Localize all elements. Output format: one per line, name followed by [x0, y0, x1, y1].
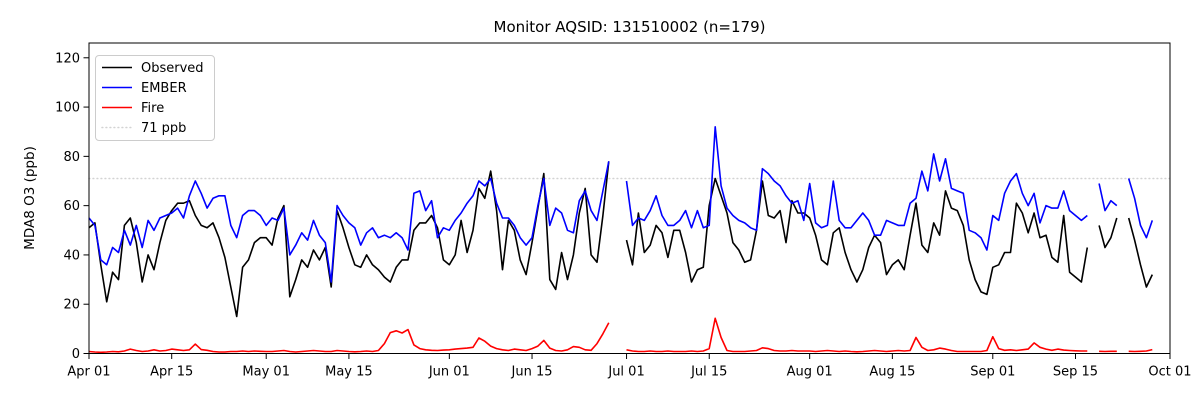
x-tick-label: Sep 15	[1053, 365, 1098, 380]
legend-label: Fire	[141, 101, 164, 116]
x-tick-label: Jul 01	[607, 365, 644, 380]
y-tick-label: 60	[63, 199, 80, 214]
y-tick-label: 40	[63, 248, 80, 263]
x-tick-label: May 01	[242, 365, 290, 380]
x-tick-label: Jul 15	[690, 365, 727, 380]
y-tick-label: 80	[63, 150, 80, 165]
x-tick-label: Oct 01	[1148, 365, 1191, 380]
legend-label: Observed	[141, 61, 204, 76]
y-tick-label: 20	[63, 298, 80, 313]
legend: Observed EMBER Fire 71 ppb	[96, 56, 215, 141]
x-tick-label: Sep 01	[970, 365, 1015, 380]
y-tick-label: 120	[55, 51, 80, 66]
legend-label: EMBER	[141, 81, 187, 96]
y-tick-label: 0	[72, 347, 80, 362]
x-tick-label: Aug 01	[787, 365, 833, 380]
y-axis-label: MDA8 O3 (ppb)	[22, 146, 38, 250]
x-tick-label: Aug 15	[869, 365, 915, 380]
x-tick-label: Apr 01	[67, 365, 110, 380]
x-tick-label: Jun 01	[428, 365, 470, 380]
legend-label: 71 ppb	[141, 121, 186, 136]
x-tick-label: Jun 15	[511, 365, 553, 380]
chart-title: Monitor AQSID: 131510002 (n=179)	[494, 18, 766, 36]
y-tick-label: 100	[55, 101, 80, 116]
x-tick-label: May 15	[325, 365, 373, 380]
x-tick-label: Apr 15	[150, 365, 193, 380]
